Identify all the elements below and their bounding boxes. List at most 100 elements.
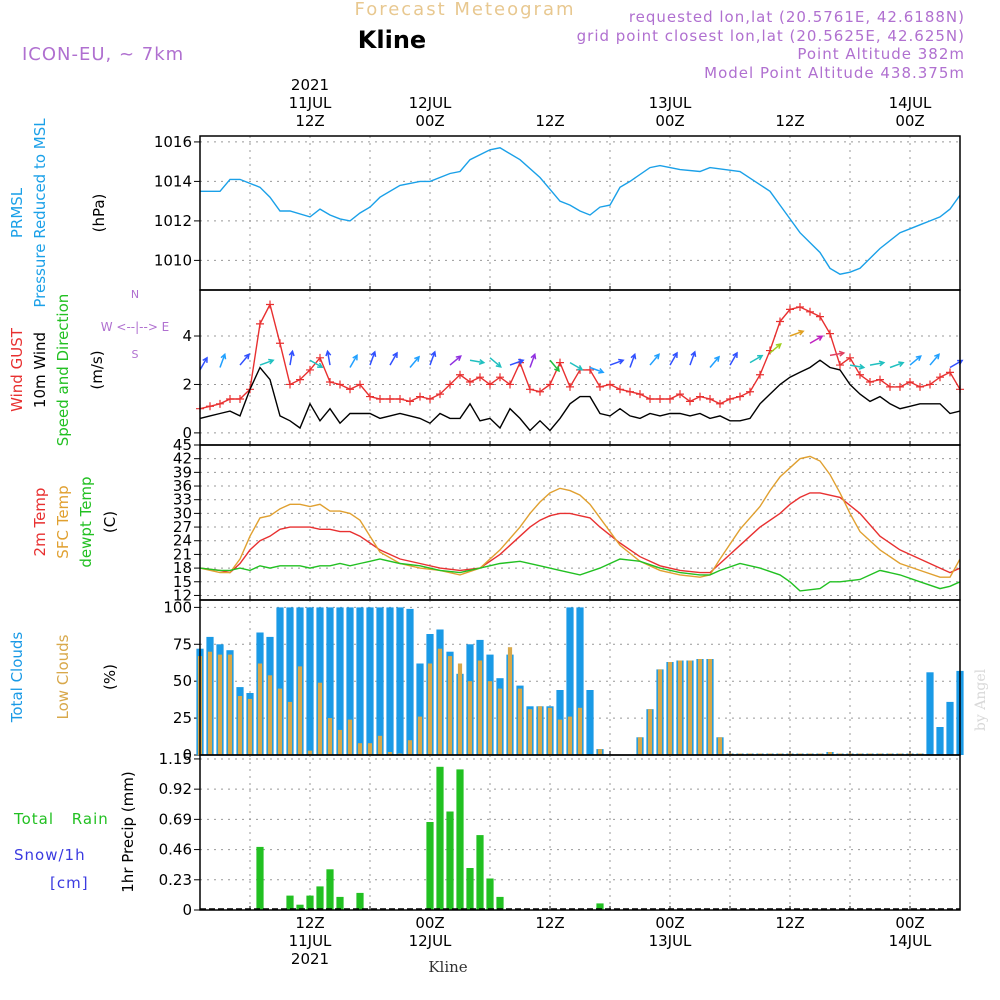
gust-marker — [436, 390, 444, 399]
gust-marker — [256, 319, 264, 328]
bar-low-clouds — [477, 660, 483, 755]
precip-unit: 1hr Precip (mm) — [119, 771, 137, 892]
top-time-label: 12Z — [535, 112, 564, 130]
pressure-side-labels: PRMSL Pressure Reduced to MSL (hPa) — [8, 118, 108, 308]
wind-arrow-shaft — [829, 352, 844, 357]
gust-marker — [396, 394, 404, 403]
bar-low-clouds — [827, 752, 833, 755]
bar-total-rain — [496, 896, 504, 910]
wind-arrow-shaft — [849, 364, 864, 369]
bar-low-clouds — [577, 707, 583, 755]
compass-we: W <--|--> E — [101, 320, 170, 334]
wind-arrow-head — [858, 363, 866, 370]
bottom-time-label: 00Z — [655, 914, 684, 932]
wind-arrow-shaft — [769, 343, 782, 354]
bar-total-clouds — [386, 607, 394, 755]
bar-total-rain — [456, 769, 464, 910]
bar-low-clouds — [367, 743, 373, 755]
wind-arrow-head — [898, 361, 905, 367]
bar-low-clouds — [257, 663, 263, 755]
precip-side-labels: Total Rain Snow/1h [cm] 1hr Precip (mm) — [13, 771, 137, 892]
wind-arrow-head — [878, 360, 886, 367]
bottom-time-label: 11JUL — [289, 932, 332, 950]
gust-marker — [216, 399, 224, 408]
total-clouds-label: Total Clouds — [8, 632, 26, 724]
gust-marker — [366, 392, 374, 401]
wind-arrow-head — [414, 355, 421, 362]
y-tick-label: 4 — [182, 327, 192, 345]
wind-arrow-shaft — [649, 353, 660, 366]
wind-arrow-head — [268, 358, 275, 365]
temp-side-labels: 2m Temp SFC Temp dewpt Temp (C) — [31, 476, 119, 567]
bar-low-clouds — [387, 752, 393, 755]
y-tick-label: 1016 — [154, 133, 192, 151]
gust-marker — [926, 380, 934, 389]
wind-arrow-shaft — [569, 362, 583, 371]
bar-total-rain — [306, 895, 314, 910]
gust-marker — [206, 402, 214, 411]
gust-marker — [686, 397, 694, 406]
gust-marker — [856, 370, 864, 379]
gust-marker — [296, 375, 304, 384]
top-time-label: 11JUL — [289, 94, 332, 112]
wind-arrow-head — [478, 358, 486, 365]
wind-panel: 0 2 4 — [182, 289, 964, 446]
top-time-label: 13JUL — [649, 94, 692, 112]
gust-marker — [646, 394, 654, 403]
bar-low-clouds — [357, 743, 363, 755]
wind-arrow-shaft — [789, 330, 804, 337]
gust-marker — [676, 390, 684, 399]
bar-low-clouds — [447, 656, 453, 755]
series-line-dewpt-temp — [199, 558, 961, 592]
bar-low-clouds — [227, 654, 233, 755]
wind-arrow-shaft — [509, 359, 524, 366]
wind-arrow-head — [915, 355, 922, 362]
bar-total-clouds — [366, 607, 374, 755]
gust-marker — [596, 382, 604, 391]
wind-arrow-head — [202, 356, 208, 363]
bar-low-clouds — [687, 660, 693, 755]
wind-arrow-head — [690, 350, 697, 357]
gust-marker — [706, 394, 714, 403]
pressure-unit: (hPa) — [90, 194, 108, 233]
gust-marker — [376, 394, 384, 403]
y-tick-label: 1.15 — [159, 750, 192, 768]
wind-arrow-head — [244, 353, 251, 360]
pressure-title-line1: PRMSL — [8, 187, 26, 238]
pressure-title-line2: Pressure Reduced to MSL — [31, 118, 49, 308]
y-tick-label: 75 — [173, 635, 192, 653]
bar-low-clouds — [417, 716, 423, 755]
y-tick-label: 30 — [173, 504, 192, 522]
bar-total-clouds — [346, 607, 354, 755]
bar-low-clouds — [497, 688, 503, 755]
bar-total-clouds — [306, 607, 314, 755]
bottom-time-label: 14JUL — [889, 932, 932, 950]
model-altitude: Model Point Altitude 438.375m — [704, 64, 965, 82]
bar-low-clouds — [457, 663, 463, 755]
location-title: Kline — [358, 26, 426, 54]
bar-total-rain — [436, 766, 444, 910]
wind-arrow-head — [577, 364, 584, 371]
bar-low-clouds — [697, 659, 703, 755]
gust-marker — [756, 370, 764, 379]
gust-marker — [306, 365, 314, 374]
gust-marker — [936, 373, 944, 382]
y-tick-label: 39 — [173, 463, 192, 481]
y-tick-label: 15 — [173, 573, 192, 591]
y-tick-label: 100 — [163, 598, 192, 616]
gust-marker — [486, 380, 494, 389]
bottom-time-label: 13JUL — [649, 932, 692, 950]
bar-low-clouds — [287, 701, 293, 755]
wind-arrow-head — [220, 352, 227, 360]
bar-low-clouds — [277, 688, 283, 755]
y-tick-label: 42 — [173, 450, 192, 468]
wind-arrow-shaft — [469, 359, 484, 364]
wind-arrow-shaft — [669, 352, 678, 366]
bar-total-clouds — [926, 672, 934, 755]
wind-arrow-head — [817, 335, 824, 341]
gust-marker — [916, 382, 924, 391]
top-time-label: 12Z — [295, 112, 324, 130]
wind-arrow-shaft — [529, 354, 536, 368]
